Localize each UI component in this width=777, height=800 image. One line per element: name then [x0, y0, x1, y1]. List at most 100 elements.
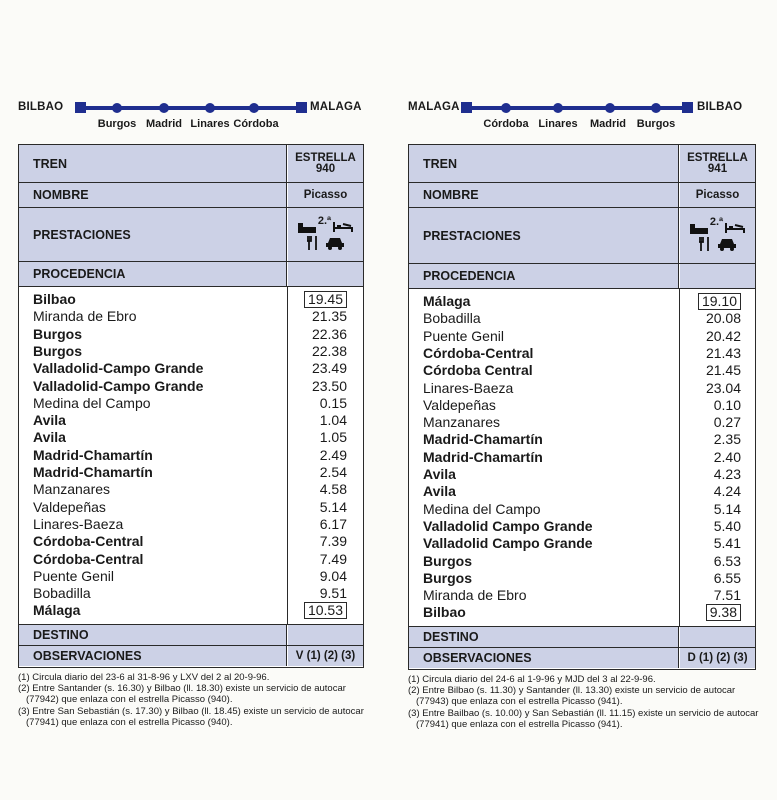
destino-label: DESTINO [19, 625, 287, 645]
station-time: 2.49 [319, 446, 347, 463]
prestaciones-icons: 2.ª [680, 208, 755, 263]
route-diagram: MALAGA BILBAO Córdoba Linares Madrid Bur… [390, 96, 760, 136]
route-stop-marker [249, 103, 259, 113]
station-time: 4.23 [713, 466, 741, 482]
observaciones-value: V (1) (2) (3) [288, 646, 363, 666]
station-name: Linares-Baeza [423, 379, 514, 396]
station-time: 1.04 [319, 412, 347, 429]
route-stop: Burgos [97, 118, 137, 130]
observaciones-label: OBSERVACIONES [19, 646, 287, 666]
footnotes: (1) Circula diario del 24-6 al 1-9-96 y … [408, 674, 758, 730]
route-stop: Córdoba [483, 118, 529, 130]
station-time: 20.08 [705, 310, 741, 327]
procedencia-label: PROCEDENCIA [409, 264, 679, 288]
destino-row: DESTINO [19, 625, 363, 646]
station-name: Valladolid Campo Grande [423, 517, 593, 534]
column-divider [679, 289, 680, 626]
route-line [80, 106, 302, 110]
station-name: Málaga [33, 602, 81, 619]
route-stop: Linares [190, 118, 230, 130]
bed-icon [297, 222, 316, 233]
nombre-label: NOMBRE [409, 183, 679, 207]
column-divider [287, 287, 288, 624]
station-time: 23.50 [311, 377, 347, 394]
station-name: Burgos [423, 569, 472, 586]
station-time: 2.35 [713, 431, 741, 448]
timetable-table: TREN ESTRELLA 941 NOMBRE Picasso PRESTAC… [408, 144, 756, 670]
footnote: (3) Entre Bailbao (s. 10.00) y San Sebas… [408, 707, 759, 719]
station-time: 4.58 [319, 481, 347, 498]
route-destination-marker [296, 102, 307, 113]
station-name: Bilbao [33, 291, 76, 307]
route-stop: Madrid [145, 118, 183, 130]
prestaciones-icons: 2.ª [288, 208, 363, 261]
station-name: Miranda de Ebro [423, 587, 527, 604]
route-destination: MALAGA [310, 101, 362, 113]
station-time: 22.38 [311, 342, 347, 359]
couchette-icon [725, 222, 746, 233]
station-name: Valdepeñas [33, 498, 106, 515]
timetable-table: TREN ESTRELLA 940 NOMBRE Picasso PRESTAC… [18, 144, 364, 668]
prestaciones-row: PRESTACIONES 2.ª [409, 208, 755, 264]
footnote: (1) Circula diario del 24-6 al 1-9-96 y … [408, 674, 656, 685]
observaciones-label: OBSERVACIONES [409, 648, 679, 668]
station-name: Córdoba-Central [423, 344, 534, 361]
procedencia-value [680, 264, 755, 288]
station-time: 10.53 [303, 602, 347, 620]
train-type: ESTRELLA [295, 151, 356, 164]
route-stop-marker [501, 103, 511, 113]
train-number: 941 [707, 162, 728, 175]
station-name: Avila [423, 466, 456, 482]
station-time: 23.49 [311, 360, 347, 377]
station-name: Córdoba-Central [33, 533, 144, 550]
station-time: 20.42 [705, 327, 741, 344]
station-name: Manzanares [423, 414, 501, 431]
station-time: 7.39 [319, 533, 347, 550]
station-name: Valdepeñas [423, 396, 496, 413]
destino-value [680, 627, 755, 647]
nombre-row: NOMBRE Picasso [19, 183, 363, 208]
nombre-label: NOMBRE [19, 183, 287, 207]
observaciones-row: OBSERVACIONES V (1) (2) (3) [19, 646, 363, 666]
car-transport-icon [717, 238, 736, 251]
route-line [466, 106, 688, 110]
station-time: 1.05 [319, 429, 347, 446]
restaurant-icon [306, 235, 317, 250]
station-name: Córdoba Central [423, 362, 533, 379]
station-time: 9.04 [319, 567, 347, 584]
footnote: (77942) que enlaza con el estrella Picas… [26, 694, 233, 706]
station-name: Miranda de Ebro [33, 308, 137, 325]
footnote: (77943) que enlaza con el estrella Picas… [416, 696, 623, 708]
route-origin: BILBAO [18, 101, 64, 113]
prestaciones-row: PRESTACIONES 2.ª [19, 208, 363, 262]
station-time: 21.43 [705, 344, 741, 361]
station-time: 5.14 [319, 498, 347, 515]
route-stop-marker [553, 103, 563, 113]
footnotes: (1) Circula diario del 23-6 al 31-8-96 y… [18, 672, 364, 728]
station-name: Medina del Campo [33, 394, 151, 411]
station-time: 5.41 [713, 535, 741, 552]
station-name: Avila [33, 412, 66, 429]
station-time: 5.14 [713, 500, 741, 517]
timetable-panel-malaga-bilbao: MALAGA BILBAO Córdoba Linares Madrid Bur… [390, 0, 760, 800]
station-name: Valladolid Campo Grande [423, 535, 593, 552]
station-time: 2.40 [713, 448, 741, 465]
footnote: (3) Entre San Sebastián (s. 17.30) y Bil… [18, 705, 364, 717]
station-time: 5.40 [713, 517, 741, 534]
station-name: Burgos [33, 325, 82, 342]
station-name: Bilbao [423, 604, 466, 621]
station-time: 0.15 [319, 394, 347, 411]
route-stop-marker [112, 103, 122, 113]
station-name: Madrid-Chamartín [423, 448, 543, 465]
station-name: Málaga [423, 293, 471, 309]
procedencia-row: PROCEDENCIA [409, 264, 755, 289]
prestaciones-label: PRESTACIONES [409, 208, 679, 263]
destino-row: DESTINO [409, 627, 755, 648]
nombre-value: Picasso [288, 183, 363, 207]
destino-label: DESTINO [409, 627, 679, 647]
restaurant-icon [698, 236, 709, 251]
station-name: Madrid-Chamartín [423, 431, 543, 448]
station-name: Burgos [33, 342, 82, 359]
train-number: 940 [315, 162, 336, 175]
station-time: 0.27 [713, 414, 741, 431]
